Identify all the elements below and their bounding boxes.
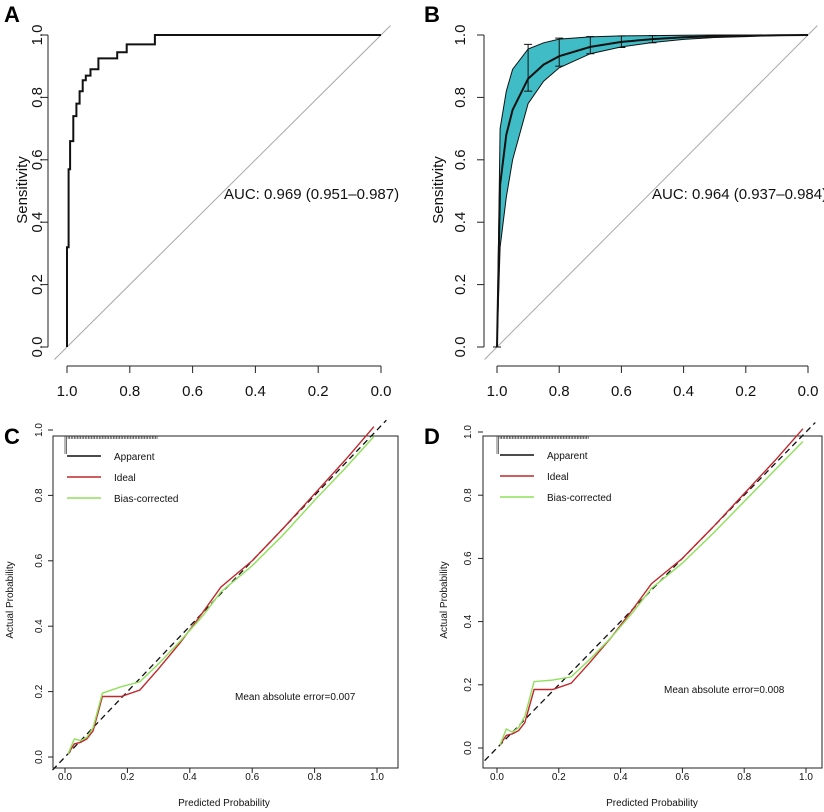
y-tick-label: 0.6 <box>463 551 474 565</box>
x-tick-label: 0.4 <box>673 383 694 400</box>
y-tick-label: 0.0 <box>463 741 474 755</box>
x-tick-label: 0.6 <box>245 772 259 783</box>
ideal-dashed-line <box>484 422 816 762</box>
legend-label: Apparent <box>547 451 588 462</box>
mae-annotation: Mean absolute error=0.008 <box>664 685 785 696</box>
y-axis-label: Actual Probability <box>439 561 450 638</box>
panel-letter-c: C <box>4 424 20 449</box>
x-tick-label: 0.2 <box>120 772 134 783</box>
x-tick-label: 0.8 <box>119 383 140 400</box>
y-tick-label: 0.4 <box>463 614 474 628</box>
y-tick-label: 0.8 <box>29 87 46 108</box>
y-tick-label: 1.0 <box>452 25 469 46</box>
x-tick-label: 0.0 <box>798 383 819 400</box>
x-tick-label: 0.0 <box>490 772 504 783</box>
x-tick-label: 0.2 <box>308 383 329 400</box>
legend-label: Ideal <box>547 472 569 483</box>
rug-marks <box>64 436 158 454</box>
x-tick-label: 0.0 <box>371 383 392 400</box>
y-tick-label: 1.0 <box>29 25 46 46</box>
x-tick-label: 0.8 <box>308 772 322 783</box>
x-tick-label: 0.6 <box>611 383 632 400</box>
y-tick-label: 0.0 <box>29 337 46 358</box>
y-tick-label: 0.2 <box>463 677 474 691</box>
y-tick-label: 0.6 <box>29 149 46 170</box>
legend-label: Ideal <box>114 473 136 484</box>
panel-letter-a: A <box>4 2 20 27</box>
roc-curve <box>496 34 809 348</box>
y-axis-label: Sensitivity <box>14 156 31 224</box>
x-tick-label: 0.8 <box>549 383 570 400</box>
curve-ideal <box>499 428 804 746</box>
curve-ideal <box>67 426 375 755</box>
curve-bias-corrected <box>499 441 804 746</box>
x-axis-label: Predicted Probability <box>178 798 270 809</box>
x-tick-label: 1.0 <box>57 383 78 400</box>
x-tick-label: 1.0 <box>799 772 813 783</box>
panel-letter-b: B <box>424 2 440 27</box>
y-tick-label: 0.8 <box>452 87 469 108</box>
panel-letter-d: D <box>424 424 440 449</box>
legend-label: Bias-corrected <box>547 493 611 504</box>
y-tick-label: 1.0 <box>463 425 474 439</box>
x-tick-label: 0.4 <box>245 383 266 400</box>
y-axis-label: Sensitivity <box>430 156 447 224</box>
rug-marks <box>496 436 589 454</box>
roc-panel-a: A 1.0 0.8 0.6 0.4 0.2 0.0 0.0 0.2 0.4 0.6 0.8 1.0 Sen… <box>4 2 399 400</box>
x-tick-label: 0.6 <box>182 383 203 400</box>
calibration-panel-c: C 0.0 0.2 0.4 0.6 0.8 1.0 0.0 0.2 0.4 0.6 0.8 1.0 Pre… <box>4 419 399 809</box>
roc-curve <box>66 34 381 347</box>
x-tick-label: 0.2 <box>735 383 756 400</box>
y-tick-label: 0.4 <box>29 212 46 233</box>
auc-annotation: AUC: 0.964 (0.937–0.984) <box>652 186 824 203</box>
plot-frame <box>482 435 823 769</box>
y-tick-label: 0.0 <box>34 750 45 764</box>
y-tick-label: 0.4 <box>452 212 469 233</box>
y-tick-label: 0.6 <box>452 149 469 170</box>
x-tick-label: 0.6 <box>675 772 689 783</box>
ideal-dashed-line <box>52 419 387 771</box>
y-tick-label: 0.2 <box>29 274 46 295</box>
x-tick-label: 0.2 <box>552 772 566 783</box>
x-tick-label: 0.4 <box>614 772 628 783</box>
y-tick-label: 0.6 <box>34 553 45 567</box>
y-tick-label: 0.2 <box>452 274 469 295</box>
x-tick-label: 0.0 <box>58 772 72 783</box>
legend: Apparent Ideal Bias-corrected <box>500 451 611 504</box>
x-tick-label: 1.0 <box>370 772 384 783</box>
x-axis-label: Predicted Probability <box>606 798 698 809</box>
y-tick-label: 0.8 <box>34 488 45 502</box>
x-tick-label: 0.4 <box>183 772 197 783</box>
y-tick-label: 0.2 <box>34 684 45 698</box>
x-tick-label: 0.8 <box>737 772 751 783</box>
y-tick-label: 0.4 <box>34 619 45 633</box>
plot-frame <box>52 435 399 769</box>
calibration-panel-d: D 0.0 0.2 0.4 0.6 0.8 1.0 0.0 0.2 0.4 0.6 0.8 1.0 Pre… <box>424 422 823 809</box>
y-tick-label: 1.0 <box>34 423 45 437</box>
legend-label: Bias-corrected <box>114 494 178 505</box>
reference-diagonal <box>54 25 391 360</box>
legend: Apparent Ideal Bias-corrected <box>67 452 178 505</box>
y-axis-label: Actual Probability <box>5 561 16 638</box>
mae-annotation: Mean absolute error=0.007 <box>235 692 356 703</box>
y-tick-label: 0.8 <box>463 488 474 502</box>
reference-diagonal <box>484 25 818 360</box>
auc-annotation: AUC: 0.969 (0.951–0.987) <box>224 186 399 203</box>
curve-bias-corrected <box>67 436 375 754</box>
roc-panel-b: B 1.0 0.8 0.6 0.4 0.2 0.0 0.0 0.2 0.4 0.6 0.8 1.0 Sen… <box>424 2 824 400</box>
x-tick-label: 1.0 <box>487 383 508 400</box>
y-tick-label: 0.0 <box>452 337 469 358</box>
legend-label: Apparent <box>114 452 155 463</box>
